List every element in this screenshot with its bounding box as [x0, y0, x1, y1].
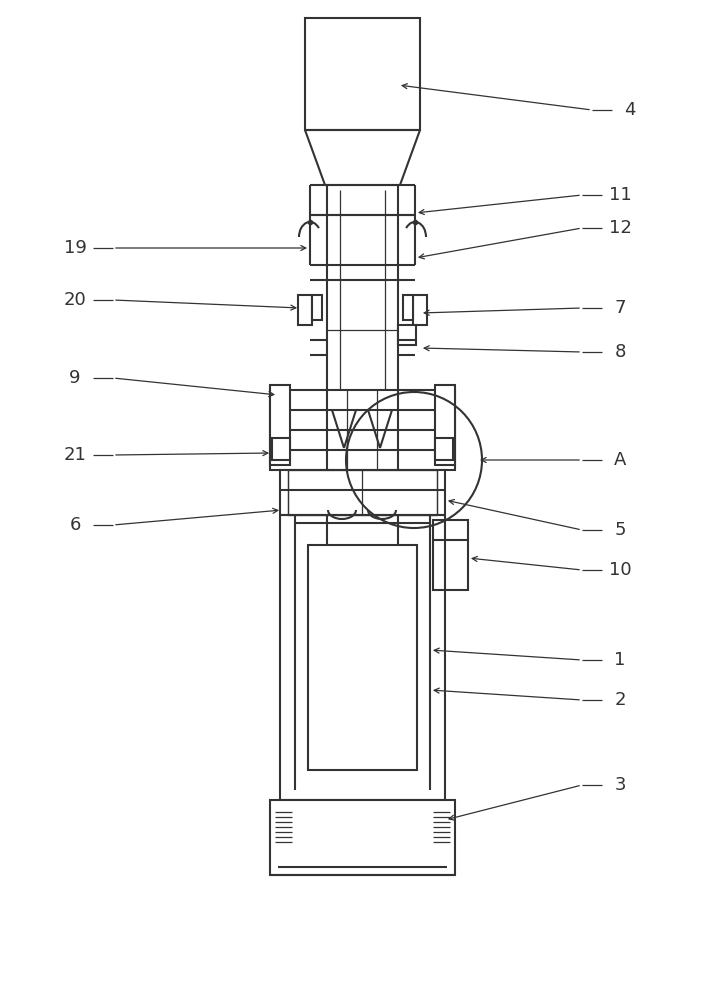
- Bar: [308, 545, 417, 770]
- Bar: [270, 390, 455, 470]
- Text: 10: 10: [608, 561, 631, 579]
- Bar: [270, 385, 290, 465]
- Text: 11: 11: [608, 186, 631, 204]
- Bar: [298, 295, 312, 325]
- Bar: [413, 295, 427, 325]
- Bar: [435, 438, 453, 460]
- Text: 4: 4: [624, 101, 636, 119]
- Text: 6: 6: [69, 516, 81, 534]
- Text: 9: 9: [69, 369, 81, 387]
- Text: A: A: [614, 451, 626, 469]
- Bar: [433, 520, 468, 590]
- Bar: [403, 295, 413, 320]
- Bar: [270, 800, 455, 875]
- Text: 5: 5: [614, 521, 626, 539]
- Bar: [312, 295, 322, 320]
- Text: 3: 3: [614, 776, 626, 794]
- Bar: [305, 18, 420, 130]
- Bar: [398, 325, 416, 345]
- Text: 2: 2: [614, 691, 626, 709]
- Bar: [280, 470, 445, 515]
- Text: 20: 20: [63, 291, 86, 309]
- Bar: [272, 438, 290, 460]
- Text: 1: 1: [614, 651, 626, 669]
- Bar: [288, 470, 437, 515]
- Text: 12: 12: [608, 219, 631, 237]
- Bar: [435, 385, 455, 465]
- Text: 8: 8: [614, 343, 626, 361]
- Text: 7: 7: [614, 299, 626, 317]
- Text: 21: 21: [63, 446, 86, 464]
- Text: 19: 19: [63, 239, 86, 257]
